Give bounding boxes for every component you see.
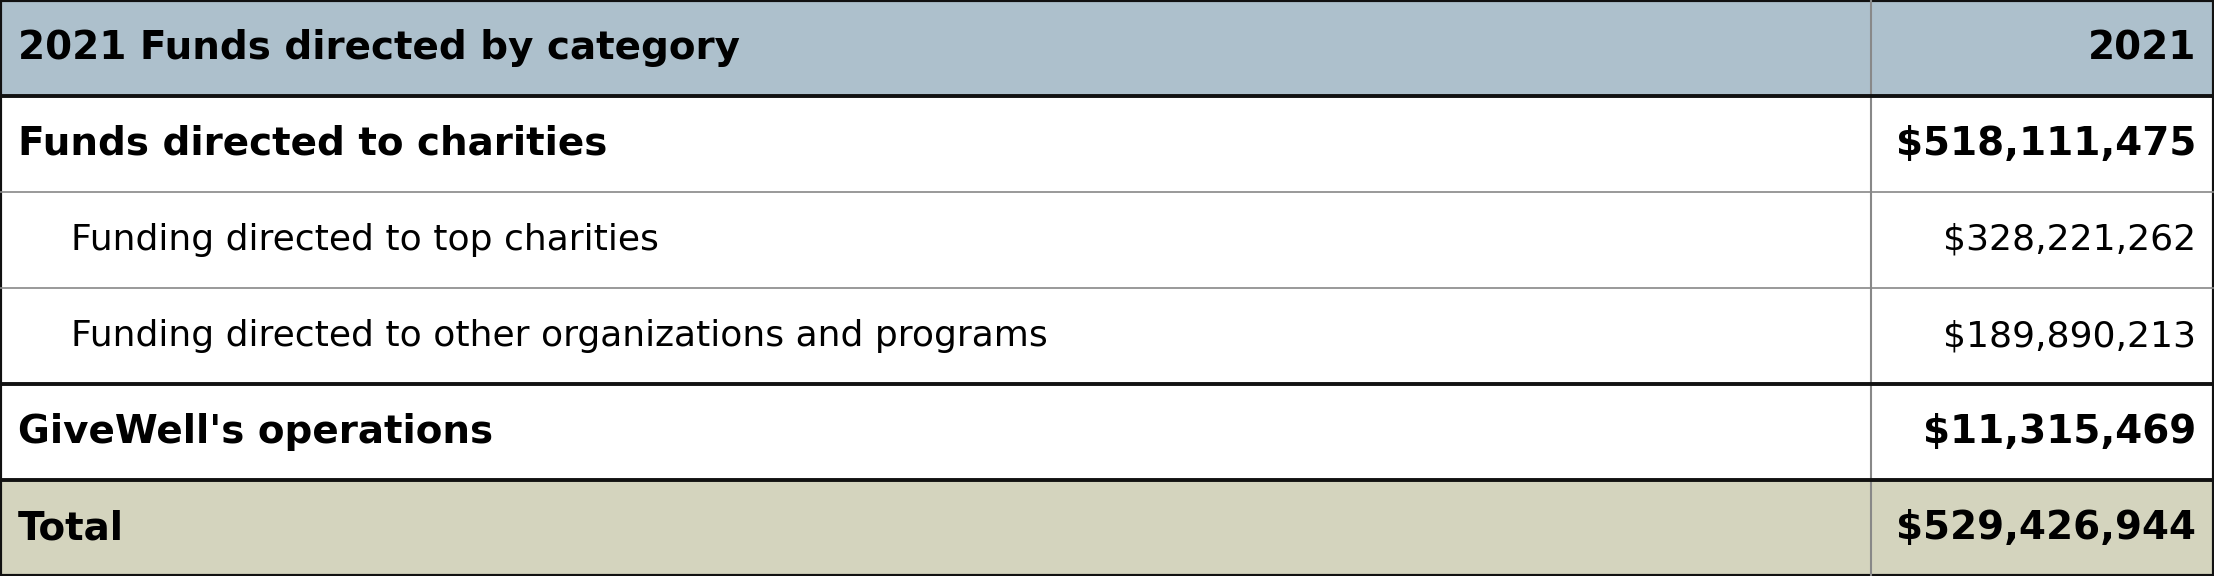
Text: GiveWell's operations: GiveWell's operations <box>18 413 494 451</box>
Bar <box>1871 0 2214 96</box>
Bar <box>0 480 1871 576</box>
Text: $328,221,262: $328,221,262 <box>1944 223 2196 257</box>
Text: Funding directed to top charities: Funding directed to top charities <box>71 223 660 257</box>
Text: $518,111,475: $518,111,475 <box>1895 125 2196 163</box>
Text: $189,890,213: $189,890,213 <box>1944 319 2196 353</box>
Bar <box>0 192 1871 288</box>
Text: 2021 Funds directed by category: 2021 Funds directed by category <box>18 29 739 67</box>
Bar <box>0 384 1871 480</box>
Bar <box>0 0 1871 96</box>
Bar <box>0 288 1871 384</box>
Bar <box>1871 384 2214 480</box>
Text: $11,315,469: $11,315,469 <box>1924 413 2196 451</box>
Text: $529,426,944: $529,426,944 <box>1895 509 2196 547</box>
Bar <box>1871 192 2214 288</box>
Text: Funding directed to other organizations and programs: Funding directed to other organizations … <box>71 319 1047 353</box>
Bar <box>1871 288 2214 384</box>
Bar <box>1871 480 2214 576</box>
Text: Funds directed to charities: Funds directed to charities <box>18 125 607 163</box>
Text: Total: Total <box>18 509 124 547</box>
Bar <box>0 96 1871 192</box>
Text: 2021: 2021 <box>2088 29 2196 67</box>
Bar <box>1871 96 2214 192</box>
